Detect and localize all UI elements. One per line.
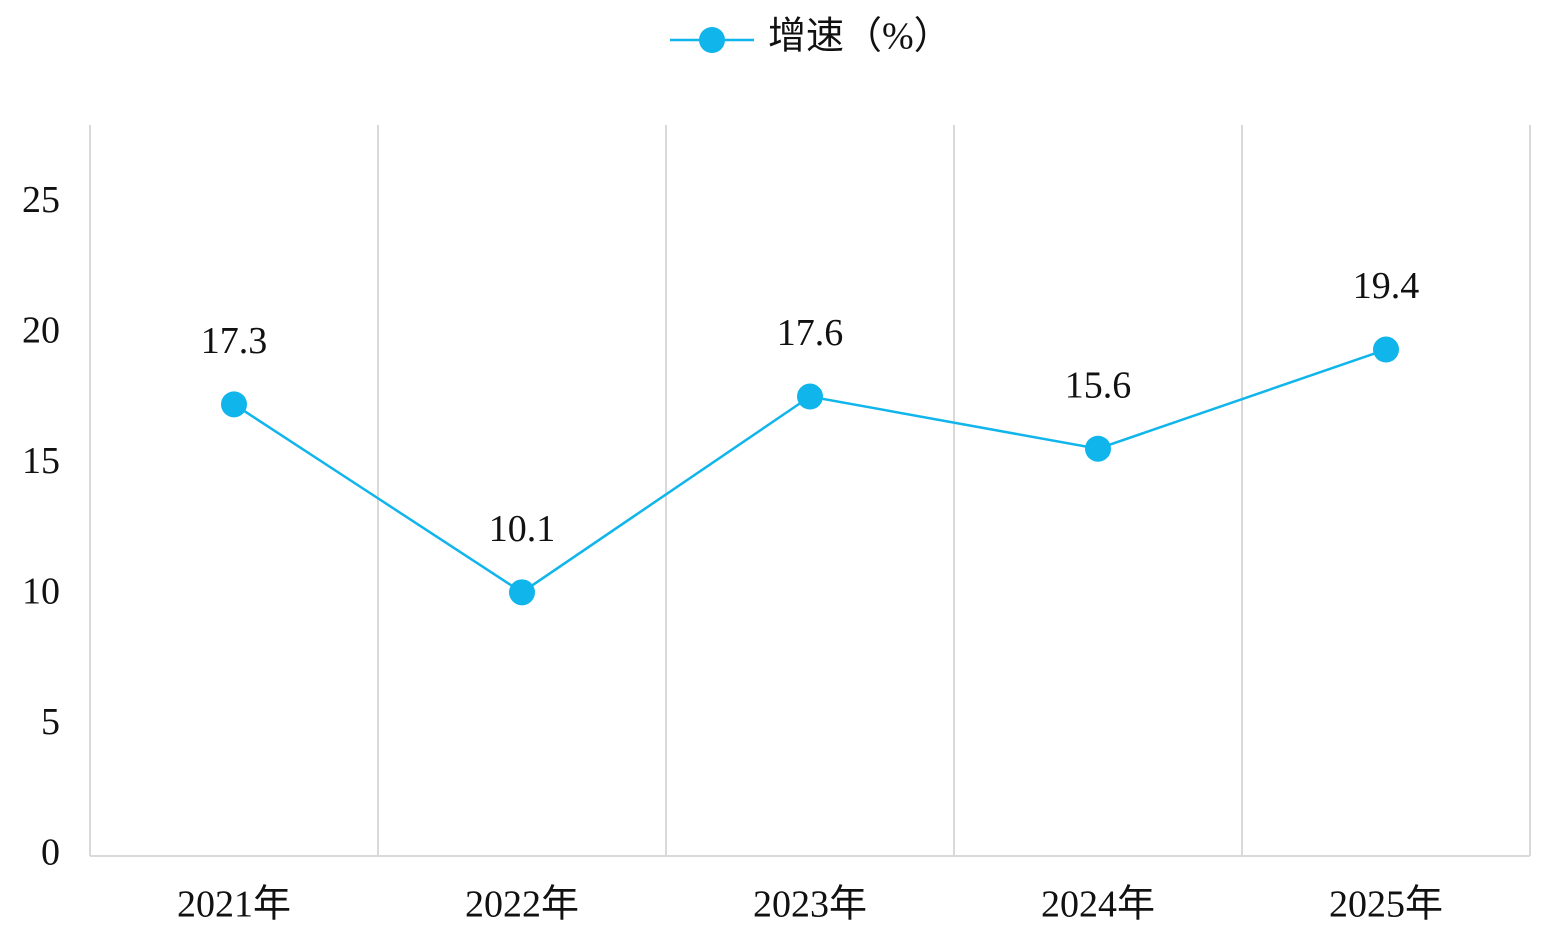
legend-marker: [699, 27, 725, 53]
data-label: 19.4: [1353, 265, 1420, 307]
data-point: [797, 383, 823, 410]
y-tick-label: 20: [22, 310, 60, 352]
x-tick-label: 2024年: [1041, 884, 1155, 926]
x-tick-label: 2021年: [177, 884, 291, 926]
data-label: 17.3: [201, 320, 268, 362]
x-tick-label: 2023年: [753, 884, 867, 926]
y-tick-label: 5: [41, 701, 60, 743]
data-label: 10.1: [489, 508, 556, 550]
data-label: 17.6: [777, 312, 844, 354]
x-tick-label: 2025年: [1329, 884, 1443, 926]
legend-label: 增速（%）: [768, 16, 952, 58]
data-point: [221, 391, 247, 418]
x-tick-label: 2022年: [465, 884, 579, 926]
data-label: 15.6: [1065, 364, 1132, 406]
data-point: [1085, 435, 1111, 462]
y-tick-label: 0: [41, 832, 60, 874]
y-tick-label: 15: [22, 440, 60, 482]
data-point: [1373, 336, 1399, 363]
data-point: [509, 579, 535, 606]
y-tick-label: 10: [22, 571, 60, 613]
y-tick-label: 25: [22, 179, 60, 221]
